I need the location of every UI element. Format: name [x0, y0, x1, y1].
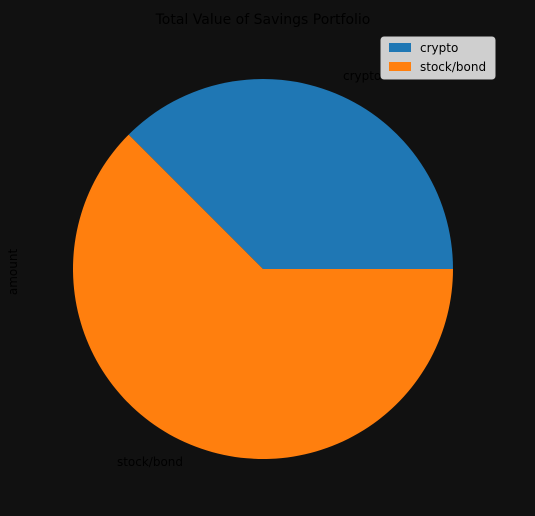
- legend: crypto stock/bond: [380, 36, 496, 80]
- pie-slice-stock-bond: [73, 134, 453, 459]
- legend-swatch-stock-bond: [389, 62, 411, 71]
- legend-swatch-crypto: [389, 43, 411, 52]
- y-axis-label: amount: [6, 249, 20, 296]
- legend-label-crypto: crypto: [420, 41, 458, 55]
- legend-label-stock-bond: stock/bond: [420, 60, 486, 74]
- pie-slices: [73, 78, 453, 459]
- pie-slice-labels: crypto stock/bond: [117, 69, 381, 469]
- pie-slice-crypto: [128, 78, 453, 270]
- slice-label-crypto: crypto: [343, 69, 381, 83]
- chart-title: Total Value of Savings Portfolio: [155, 12, 371, 28]
- slice-label-stock-bond: stock/bond: [117, 455, 183, 469]
